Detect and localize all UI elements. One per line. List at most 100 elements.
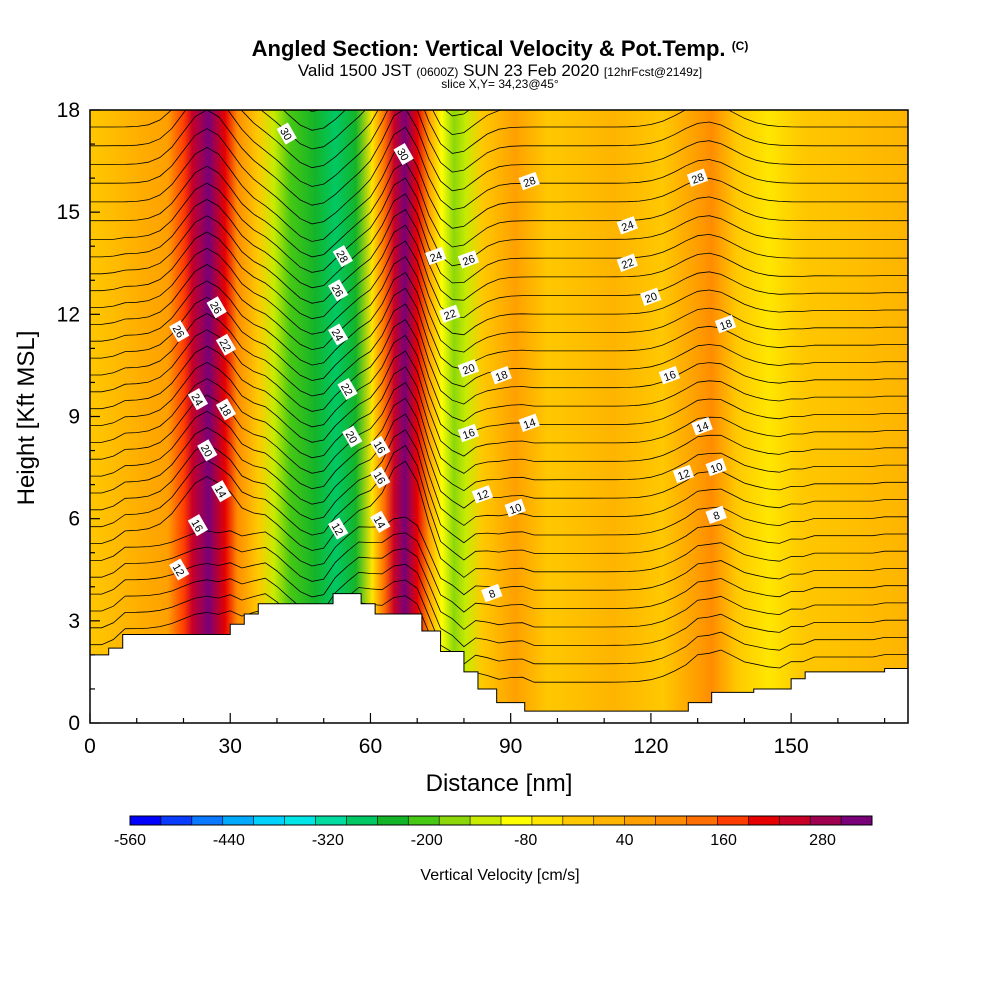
x-tick-label: 60 xyxy=(359,735,382,758)
colorbar-swatch xyxy=(470,816,502,825)
colorbar-swatch xyxy=(531,816,564,825)
y-tick-label: 3 xyxy=(68,610,80,633)
contour-label: 12 xyxy=(328,517,349,540)
chart-subtitle: Valid 1500 JST (0600Z) SUN 23 Feb 2020 [… xyxy=(297,61,703,80)
contour-label: 16 xyxy=(370,466,391,489)
svg-text:16: 16 xyxy=(461,427,477,442)
svg-text:8: 8 xyxy=(712,510,722,523)
contour-label: 8 xyxy=(481,583,503,603)
contour-label: 16 xyxy=(187,514,209,537)
contour-label: 24 xyxy=(425,246,447,266)
colorbar-tick-label: -320 xyxy=(312,832,344,849)
slice-info: slice X,Y= 34,23@45° xyxy=(441,77,559,91)
theta-contour-line xyxy=(90,397,908,509)
svg-text:10: 10 xyxy=(508,502,524,517)
colorbar-tick-label: -200 xyxy=(411,832,443,849)
svg-text:14: 14 xyxy=(371,514,388,531)
contour-label: 20 xyxy=(197,439,218,462)
colorbar-swatch xyxy=(810,816,842,825)
svg-text:24: 24 xyxy=(188,392,205,409)
contour-label: 26 xyxy=(457,250,480,269)
colorbar-tick-label: -80 xyxy=(514,832,537,849)
x-axis-label: Distance [nm] xyxy=(426,770,573,797)
svg-text:24: 24 xyxy=(329,327,346,344)
svg-text:12: 12 xyxy=(676,468,692,483)
svg-text:24: 24 xyxy=(428,250,444,265)
theta-contour-line xyxy=(90,110,908,206)
colorbar-swatch xyxy=(130,816,162,825)
svg-text:18: 18 xyxy=(216,402,233,419)
colorbar-swatch xyxy=(284,816,316,825)
colorbar-swatch xyxy=(562,816,595,825)
contour-label: 30 xyxy=(276,122,297,145)
svg-text:18: 18 xyxy=(718,318,734,333)
colorbar-swatch xyxy=(717,816,749,825)
colorbar-swatch xyxy=(408,816,440,825)
svg-text:14: 14 xyxy=(695,420,711,435)
svg-text:20: 20 xyxy=(198,443,215,460)
x-tick-label: 0 xyxy=(84,735,96,758)
y-tick-label: 15 xyxy=(57,201,80,224)
theta-contour-line xyxy=(90,579,908,665)
contour-label: 28 xyxy=(686,168,709,187)
contour-label: 22 xyxy=(439,304,461,324)
colorbar: -560 -440 -320 -200 -80 40 160 280 xyxy=(114,815,873,849)
contour-label: 30 xyxy=(393,142,414,166)
contour-label: 12 xyxy=(169,558,190,581)
contour-label: 18 xyxy=(215,398,237,421)
y-axis-label: Height [Kft MSL] xyxy=(13,331,40,506)
y-axis: 0 3 6 9 12 15 18 xyxy=(57,99,100,735)
contour-label: 14 xyxy=(370,510,391,533)
theta-contour-line xyxy=(90,145,908,242)
colorbar-swatch xyxy=(748,816,780,825)
theta-contour-line xyxy=(90,532,908,613)
colorbar-swatch xyxy=(686,816,718,825)
contour-label: 14 xyxy=(518,413,540,433)
theta-contour-line xyxy=(90,110,908,187)
contour-label: 20 xyxy=(457,359,480,378)
contour-label: 18 xyxy=(490,365,512,385)
contour-label: 24 xyxy=(616,216,639,235)
contour-label: 22 xyxy=(215,333,237,356)
svg-text:26: 26 xyxy=(461,253,477,268)
theta-contour-line xyxy=(90,177,908,273)
y-tick-label: 6 xyxy=(68,508,80,531)
theta-contour-line xyxy=(307,110,322,112)
theta-contour-line xyxy=(90,224,908,320)
svg-text:16: 16 xyxy=(371,439,388,456)
colorbar-swatch xyxy=(593,816,625,825)
theta-contour-line xyxy=(90,595,908,683)
contour-label: 16 xyxy=(658,365,681,385)
contour-label: 28 xyxy=(518,171,540,191)
x-tick-label: 30 xyxy=(219,735,242,758)
contour-label: 12 xyxy=(471,485,494,504)
theta-contour-line xyxy=(90,161,908,258)
theta-contour-line xyxy=(90,350,908,457)
colorbar-label: Vertical Velocity [cm/s] xyxy=(420,867,579,884)
svg-text:12: 12 xyxy=(170,562,187,579)
y-tick-label: 0 xyxy=(68,712,80,735)
contour-labels: 30 30 28 28 28 26 24 26 24 22 20 26 26 22 22 24 18 20 18 16… xyxy=(169,122,737,603)
colorbar-swatch xyxy=(439,816,471,825)
svg-text:14: 14 xyxy=(212,484,229,501)
theta-contour-line xyxy=(90,429,908,544)
svg-text:20: 20 xyxy=(343,429,360,446)
theta-contour-line xyxy=(90,271,908,370)
contour-label: 16 xyxy=(370,435,391,458)
svg-text:22: 22 xyxy=(216,337,233,354)
contour-label: 22 xyxy=(337,377,358,401)
x-tick-label: 120 xyxy=(633,735,668,758)
svg-text:26: 26 xyxy=(207,300,224,317)
theta-contour-line xyxy=(90,208,908,304)
theta-contour-line xyxy=(90,563,908,648)
svg-text:30: 30 xyxy=(394,146,411,163)
contour-label: 28 xyxy=(332,245,353,268)
theta-contour-line xyxy=(90,240,908,336)
contour-label: 12 xyxy=(672,464,695,484)
contour-label: 20 xyxy=(640,287,662,307)
svg-text:20: 20 xyxy=(643,291,659,306)
colorbar-tick-label: 280 xyxy=(809,832,836,849)
svg-text:28: 28 xyxy=(522,175,538,190)
colorbar-tick-label: -560 xyxy=(114,832,146,849)
